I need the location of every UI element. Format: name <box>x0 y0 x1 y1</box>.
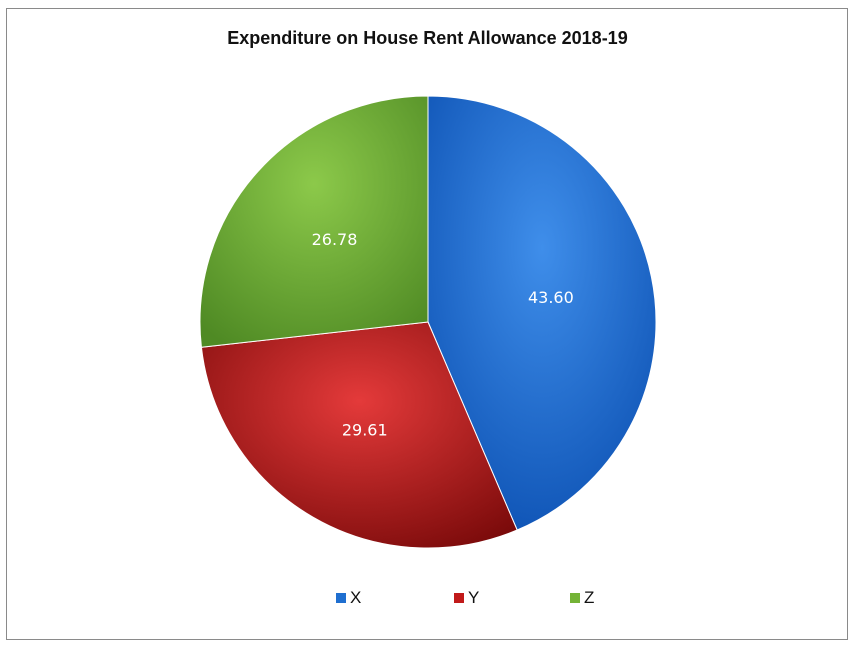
legend-item-x: X <box>336 588 361 608</box>
legend-item-y: Y <box>454 588 479 608</box>
legend-swatch-y <box>454 593 464 603</box>
slice-label-z: 26.78 <box>312 230 358 249</box>
legend-swatch-z <box>570 593 580 603</box>
legend-label-y: Y <box>468 588 480 607</box>
legend-swatch-x <box>336 593 346 603</box>
legend-item-z: Z <box>570 588 594 608</box>
pie-slice-x <box>427 95 657 531</box>
legend-label-z: Z <box>584 588 595 607</box>
pie-slice-y <box>200 321 518 549</box>
chart-title: Expenditure on House Rent Allowance 2018… <box>227 28 628 48</box>
legend-label-x: X <box>350 588 362 607</box>
slice-label-y: 29.61 <box>342 420 388 439</box>
legend: X Y Z <box>0 588 855 612</box>
pie-slice-z <box>199 95 429 348</box>
slice-label-x: 43.60 <box>528 288 574 307</box>
